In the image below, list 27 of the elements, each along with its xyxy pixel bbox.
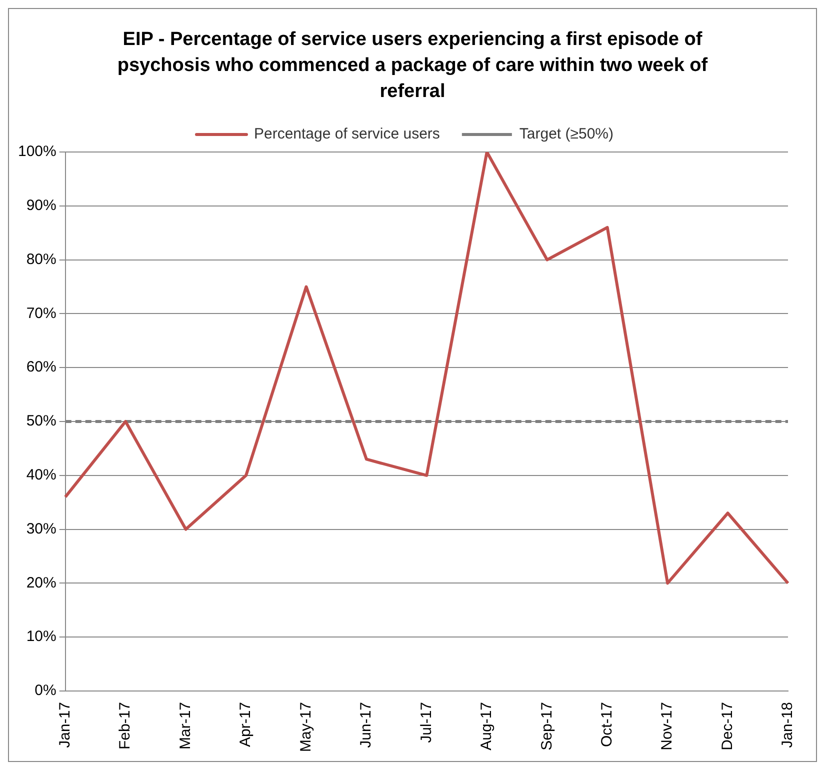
x-tick-label: Apr-17 <box>237 702 254 748</box>
x-tick-label: Dec-17 <box>718 702 736 750</box>
legend-label: Percentage of service users <box>254 126 440 143</box>
x-tick-label: Aug-17 <box>478 702 496 750</box>
y-tick-label: 30% <box>26 520 56 538</box>
y-tick-label: 0% <box>34 682 56 700</box>
y-tick-label: 70% <box>26 304 56 322</box>
x-tick-label: Nov-17 <box>658 702 676 750</box>
x-tick-label: Jun-17 <box>358 702 375 748</box>
x-tick-label: Jan-17 <box>56 702 74 748</box>
y-tick-label: 80% <box>26 250 56 268</box>
legend-label: Target (≥50%) <box>519 126 614 143</box>
y-tick-label: 10% <box>26 628 56 646</box>
chart-title: EIP - Percentage of service users experiencing a first episode of psychosis who commenced a package of care within two week of referral <box>116 28 709 104</box>
y-tick-label: 40% <box>26 466 56 484</box>
x-tick-label: Sep-17 <box>538 702 556 750</box>
x-tick-label: Feb-17 <box>116 702 134 750</box>
y-tick-label: 20% <box>26 574 56 592</box>
y-tick-label: 100% <box>18 143 56 160</box>
y-tick-label: 90% <box>26 197 56 214</box>
x-tick-label: Jan-18 <box>779 702 796 748</box>
x-tick-label: May-17 <box>297 702 314 752</box>
x-tick-label: Jul-17 <box>418 702 435 743</box>
x-tick-label: Oct-17 <box>598 702 616 747</box>
y-tick-label: 60% <box>26 358 56 376</box>
x-tick-label: Mar-17 <box>176 702 194 750</box>
y-tick-label: 50% <box>26 412 56 430</box>
